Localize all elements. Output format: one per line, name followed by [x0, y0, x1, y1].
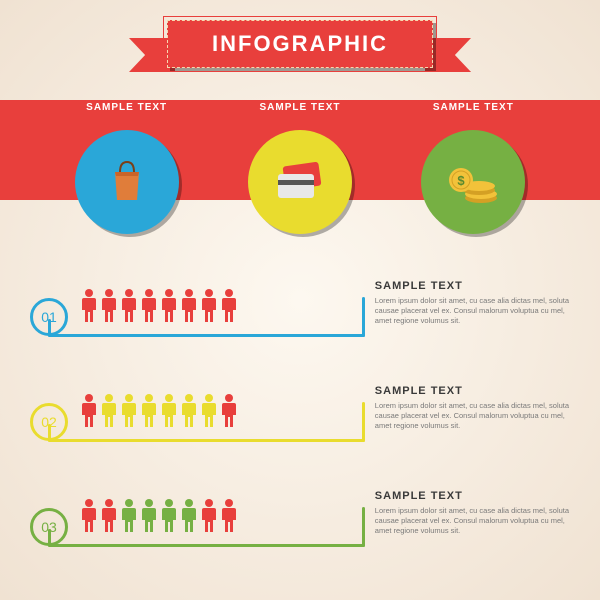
- row-body: Lorem ipsum dolor sit amet, cu case alia…: [375, 506, 570, 536]
- person-icon: [180, 288, 198, 324]
- person-icon: [200, 288, 218, 324]
- person-icon: [120, 498, 138, 534]
- row-title: SAMPLE TEXT: [375, 490, 570, 502]
- person-icon: [100, 288, 118, 324]
- person-icon: [160, 498, 178, 534]
- band-label-2: SAMPLE TEXT: [259, 102, 340, 113]
- circle-shopping: [75, 130, 179, 234]
- row-track: [48, 334, 365, 337]
- person-icon: [160, 393, 178, 429]
- person-icon: [220, 393, 238, 429]
- row-title: SAMPLE TEXT: [375, 280, 570, 292]
- row-text: SAMPLE TEXT Lorem ipsum dolor sit amet, c…: [365, 490, 570, 536]
- row-text: SAMPLE TEXT Lorem ipsum dolor sit amet, c…: [365, 280, 570, 326]
- row-track: [48, 544, 365, 547]
- person-icon: [120, 288, 138, 324]
- svg-text:$: $: [458, 173, 466, 188]
- people-group: [80, 498, 238, 534]
- circle-cards: [248, 130, 352, 234]
- person-icon: [140, 498, 158, 534]
- person-icon: [220, 288, 238, 324]
- row-body: Lorem ipsum dolor sit amet, cu case alia…: [375, 401, 570, 431]
- row-left: 03: [30, 490, 365, 565]
- band-label-3: SAMPLE TEXT: [433, 102, 514, 113]
- row-track: [48, 439, 365, 442]
- person-icon: [140, 288, 158, 324]
- row-left: 02: [30, 385, 365, 460]
- person-icon: [100, 393, 118, 429]
- icon-circles: $: [0, 130, 600, 234]
- infographic-page: INFOGRAPHIC SAMPLE TEXT SAMPLE TEXT SAMP…: [0, 0, 600, 600]
- row-text: SAMPLE TEXT Lorem ipsum dolor sit amet, c…: [365, 385, 570, 431]
- person-icon: [80, 498, 98, 534]
- person-icon: [100, 498, 118, 534]
- person-icon: [120, 393, 138, 429]
- data-row-3: 03 SAMPLE TEXT Lorem ipsum dolor sit amet…: [30, 490, 570, 565]
- data-rows: 01 SAMPLE TEXT Lorem ipsum dolor sit amet…: [30, 280, 570, 595]
- person-icon: [140, 393, 158, 429]
- ribbon-title: INFOGRAPHIC: [167, 20, 433, 68]
- person-icon: [200, 393, 218, 429]
- band-label-1: SAMPLE TEXT: [86, 102, 167, 113]
- row-body: Lorem ipsum dolor sit amet, cu case alia…: [375, 296, 570, 326]
- person-icon: [220, 498, 238, 534]
- person-icon: [80, 288, 98, 324]
- person-icon: [200, 498, 218, 534]
- person-icon: [160, 288, 178, 324]
- people-group: [80, 288, 238, 324]
- credit-cards-icon: [272, 158, 328, 206]
- circle-coins: $: [421, 130, 525, 234]
- title-ribbon: INFOGRAPHIC: [167, 20, 433, 68]
- person-icon: [180, 393, 198, 429]
- person-icon: [180, 498, 198, 534]
- shopping-bag-icon: [103, 158, 151, 206]
- row-title: SAMPLE TEXT: [375, 385, 570, 397]
- coins-icon: $: [445, 158, 501, 206]
- data-row-1: 01 SAMPLE TEXT Lorem ipsum dolor sit amet…: [30, 280, 570, 355]
- people-group: [80, 393, 238, 429]
- band-labels: SAMPLE TEXT SAMPLE TEXT SAMPLE TEXT: [0, 102, 600, 113]
- row-left: 01: [30, 280, 365, 355]
- person-icon: [80, 393, 98, 429]
- data-row-2: 02 SAMPLE TEXT Lorem ipsum dolor sit amet…: [30, 385, 570, 460]
